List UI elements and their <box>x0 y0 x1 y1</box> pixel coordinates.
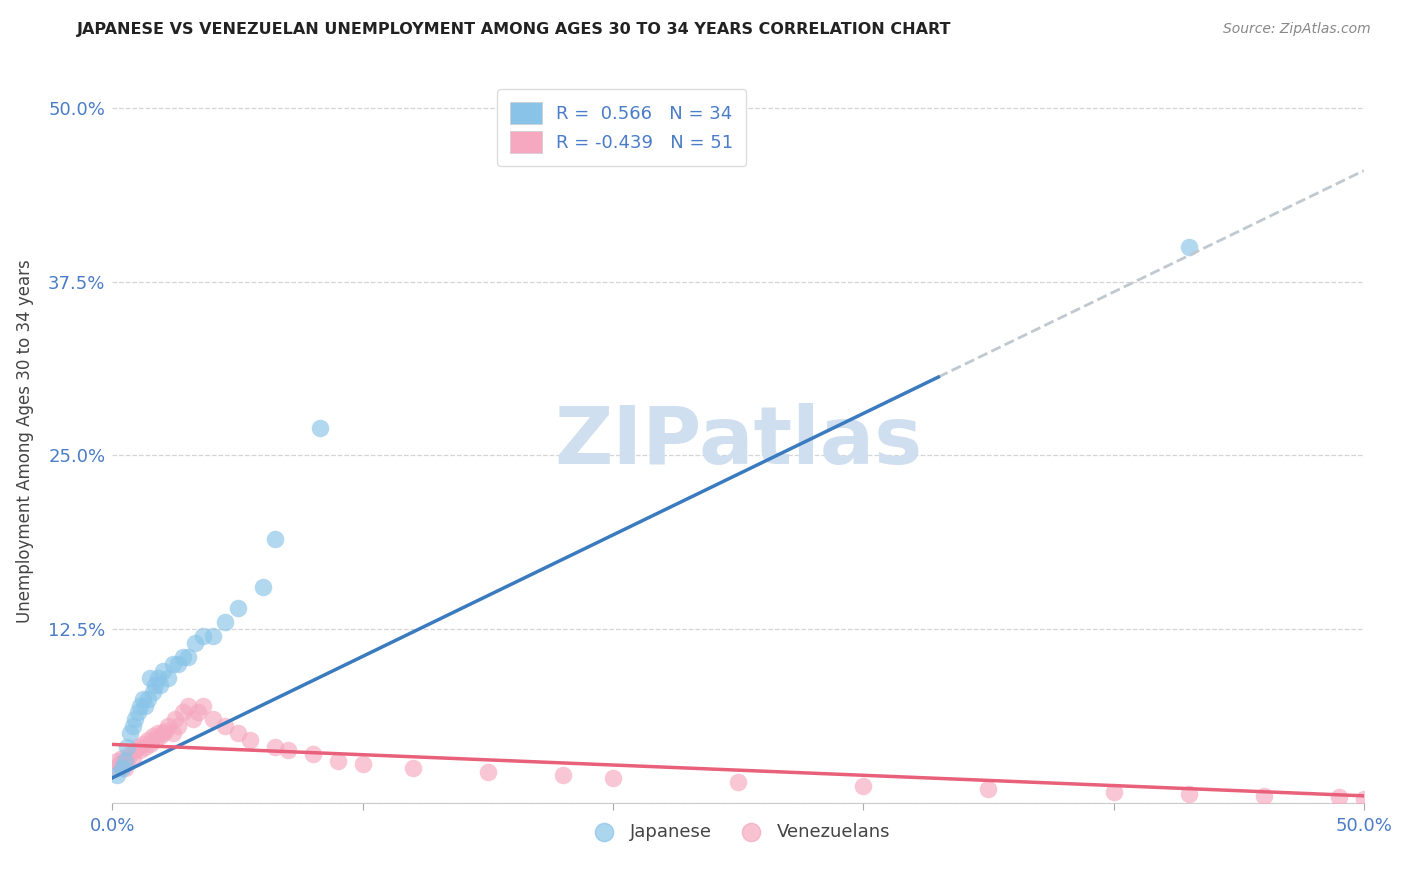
Point <box>111 751 134 765</box>
Point <box>1177 788 1199 802</box>
Point <box>146 726 169 740</box>
Point <box>129 743 152 757</box>
Point <box>166 719 188 733</box>
Text: Source: ZipAtlas.com: Source: ZipAtlas.com <box>1223 22 1371 37</box>
Point <box>1102 785 1125 799</box>
Point <box>114 761 136 775</box>
Point <box>124 743 146 757</box>
Point <box>214 719 236 733</box>
Point <box>226 726 249 740</box>
Point <box>152 726 174 740</box>
Point <box>301 747 323 761</box>
Point <box>252 581 274 595</box>
Point <box>134 740 156 755</box>
Point <box>139 671 162 685</box>
Point <box>118 726 141 740</box>
Point <box>1177 240 1199 254</box>
Point <box>277 743 299 757</box>
Point <box>131 738 153 752</box>
Point <box>176 698 198 713</box>
Point <box>146 671 169 685</box>
Point <box>172 706 194 720</box>
Point <box>139 738 162 752</box>
Point <box>118 747 141 761</box>
Point <box>134 698 156 713</box>
Y-axis label: Unemployment Among Ages 30 to 34 years: Unemployment Among Ages 30 to 34 years <box>17 260 34 624</box>
Point <box>162 657 184 671</box>
Point <box>149 678 172 692</box>
Point <box>163 713 186 727</box>
Point <box>1353 791 1375 805</box>
Point <box>101 761 124 775</box>
Point <box>117 740 139 755</box>
Point <box>136 733 159 747</box>
Text: ZIPatlas: ZIPatlas <box>554 402 922 481</box>
Point <box>201 713 224 727</box>
Point <box>191 698 214 713</box>
Point <box>156 671 179 685</box>
Point <box>141 729 163 743</box>
Point <box>187 706 209 720</box>
Point <box>143 733 166 747</box>
Point <box>326 754 349 768</box>
Point <box>127 706 149 720</box>
Point <box>129 698 152 713</box>
Point <box>226 601 249 615</box>
Point <box>162 726 184 740</box>
Point <box>309 420 332 434</box>
Point <box>153 723 176 738</box>
Point <box>1253 789 1275 803</box>
Legend: Japanese, Venezuelans: Japanese, Venezuelans <box>579 815 897 848</box>
Point <box>149 729 172 743</box>
Point <box>156 719 179 733</box>
Point <box>727 775 749 789</box>
Point <box>551 768 574 782</box>
Point <box>152 664 174 678</box>
Point <box>239 733 262 747</box>
Point <box>264 532 287 546</box>
Point <box>117 754 139 768</box>
Point <box>852 779 875 793</box>
Point <box>108 756 131 771</box>
Point <box>143 678 166 692</box>
Point <box>127 740 149 755</box>
Point <box>201 629 224 643</box>
Point <box>977 781 1000 796</box>
Point <box>176 649 198 664</box>
Text: JAPANESE VS VENEZUELAN UNEMPLOYMENT AMONG AGES 30 TO 34 YEARS CORRELATION CHART: JAPANESE VS VENEZUELAN UNEMPLOYMENT AMON… <box>77 22 952 37</box>
Point <box>172 649 194 664</box>
Point <box>141 684 163 698</box>
Point <box>181 713 204 727</box>
Point <box>111 761 134 775</box>
Point <box>184 636 207 650</box>
Point <box>1327 790 1350 805</box>
Point <box>107 768 129 782</box>
Point <box>166 657 188 671</box>
Point <box>602 771 624 785</box>
Point <box>107 754 129 768</box>
Point <box>477 765 499 780</box>
Point <box>136 691 159 706</box>
Point <box>124 713 146 727</box>
Point <box>121 719 143 733</box>
Point <box>191 629 214 643</box>
Point <box>131 691 153 706</box>
Point <box>214 615 236 630</box>
Point <box>402 761 425 775</box>
Point <box>264 740 287 755</box>
Point <box>352 756 374 771</box>
Point <box>114 754 136 768</box>
Point <box>121 751 143 765</box>
